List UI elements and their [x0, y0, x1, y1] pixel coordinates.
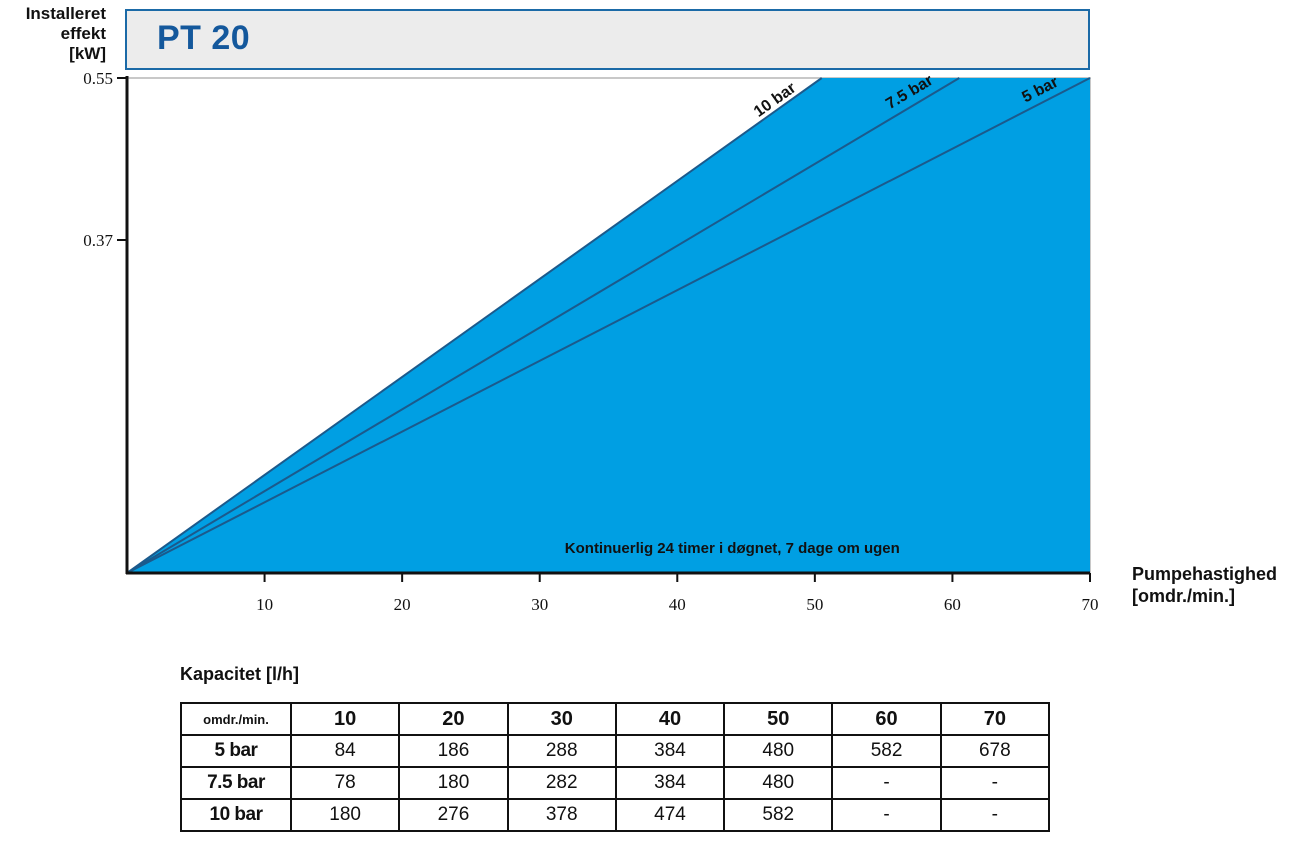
capacity-row-10bar: 10 bar 180 276 378 474 582 - -: [180, 798, 1051, 832]
capacity-cell: 384: [614, 766, 726, 800]
chart-title: PT 20: [157, 19, 251, 57]
capacity-cell: 582: [723, 798, 834, 832]
capacity-cell: -: [939, 798, 1051, 832]
capacity-cell: -: [939, 766, 1051, 800]
x-axis-label-line-2: [omdr./min.]: [1132, 586, 1235, 606]
capacity-col-header: 60: [831, 702, 942, 736]
x-tick-label: 10: [256, 595, 273, 614]
capacity-cell: 474: [614, 798, 726, 832]
y-axis-label-line-1: Installeret: [25, 4, 106, 23]
capacity-cell: 186: [398, 734, 509, 768]
capacity-cell: -: [831, 798, 942, 832]
x-axis-label: Pumpehastighed [omdr./min.]: [1132, 563, 1277, 607]
x-tick-label: 20: [394, 595, 411, 614]
capacity-table: omdr./min. 10 20 30 40 50 60 70 5 bar 84…: [180, 702, 1051, 832]
capacity-row-label: 7.5 bar: [180, 766, 292, 800]
chart-annotation: Kontinuerlig 24 timer i døgnet, 7 dage o…: [565, 540, 900, 557]
x-tick-label: 70: [1082, 595, 1099, 614]
capacity-header-row: omdr./min. 10 20 30 40 50 60 70: [180, 702, 1051, 736]
capacity-cell: 582: [831, 734, 942, 768]
capacity-row-7-5bar: 7.5 bar 78 180 282 384 480 - -: [180, 766, 1051, 800]
capacity-heading: Kapacitet [l/h]: [180, 664, 300, 684]
capacity-col-header: 70: [939, 702, 1051, 736]
x-axis-label-line-1: Pumpehastighed: [1132, 564, 1278, 584]
y-tick-label: 0.37: [83, 231, 113, 250]
capacity-cell: 282: [506, 766, 617, 800]
capacity-row-label: 10 bar: [180, 798, 292, 832]
chart-title-box: PT 20: [125, 9, 1090, 70]
capacity-col-header: 20: [398, 702, 509, 736]
y-tick-label: 0.55: [83, 69, 113, 88]
capacity-cell: -: [831, 766, 942, 800]
capacity-cell: 480: [723, 734, 834, 768]
capacity-col-header: 50: [723, 702, 834, 736]
capacity-row-5bar: 5 bar 84 186 288 384 480 582 678: [180, 734, 1051, 768]
capacity-cell: 78: [289, 766, 401, 800]
capacity-col-header: 40: [614, 702, 726, 736]
x-tick-label: 50: [806, 595, 823, 614]
capacity-col-header: 30: [506, 702, 617, 736]
capacity-cell: 276: [398, 798, 509, 832]
capacity-col-header: 10: [289, 702, 401, 736]
series-line: [126, 77, 960, 574]
series-line: [126, 77, 823, 574]
y-axis-label: Installeret effekt [kW]: [26, 4, 106, 64]
x-tick-label: 30: [531, 595, 548, 614]
capacity-corner-label: omdr./min.: [180, 702, 292, 736]
capacity-cell: 288: [506, 734, 617, 768]
capacity-cell: 480: [723, 766, 834, 800]
x-tick-label: 60: [944, 595, 961, 614]
x-tick-label: 40: [669, 595, 686, 614]
y-axis-label-line-3: [kW]: [69, 44, 106, 63]
capacity-cell: 378: [506, 798, 617, 832]
y-axis-label-line-2: effekt: [60, 24, 106, 43]
capacity-cell: 384: [614, 734, 726, 768]
capacity-cell: 84: [289, 734, 401, 768]
series-line: [126, 77, 1091, 574]
capacity-cell: 678: [939, 734, 1051, 768]
capacity-cell: 180: [289, 798, 401, 832]
capacity-cell: 180: [398, 766, 509, 800]
capacity-row-label: 5 bar: [180, 734, 292, 768]
